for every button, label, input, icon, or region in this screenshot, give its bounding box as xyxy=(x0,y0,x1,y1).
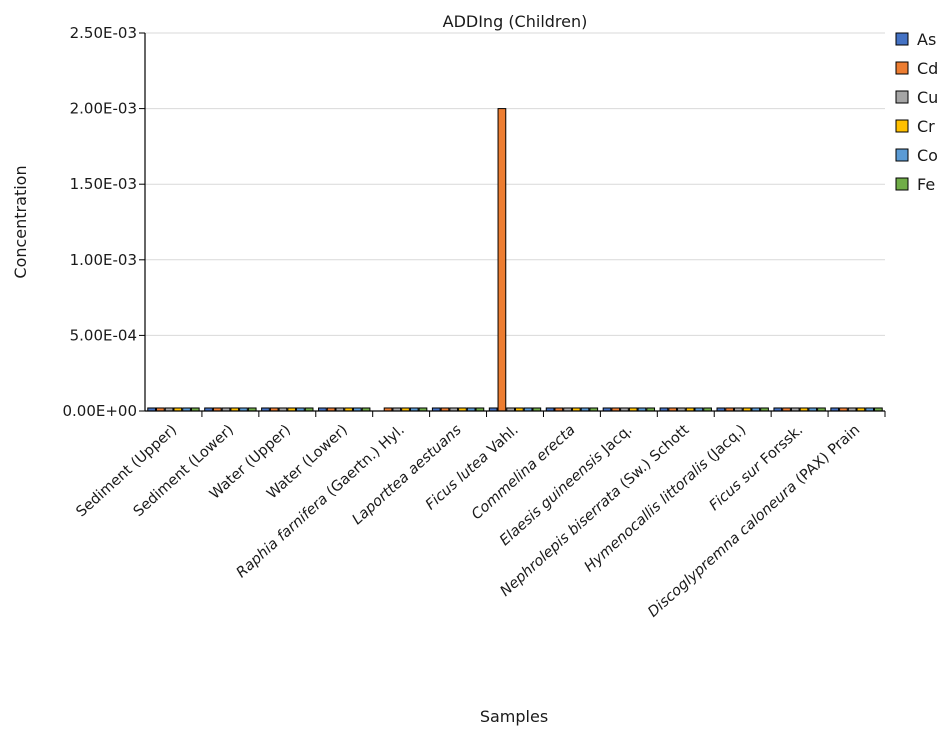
y-tick-label: 5.00E-04 xyxy=(70,326,137,344)
legend-label-cr: Cr xyxy=(917,117,935,136)
legend-label-co: Co xyxy=(917,146,938,165)
axes xyxy=(144,33,886,417)
legend-swatch-cu xyxy=(895,90,909,104)
legend-label-cd: Cd xyxy=(917,59,938,78)
y-tick-label: 2.00E-03 xyxy=(70,100,137,118)
legend: As Cd Cu Cr Co Fe xyxy=(895,30,938,194)
y-tick-label: 0.00E+00 xyxy=(62,402,137,420)
x-axis-title: Samples xyxy=(480,707,548,726)
y-tick-label: 2.50E-03 xyxy=(70,24,137,42)
legend-swatch-as xyxy=(895,32,909,46)
bar-cd-6 xyxy=(497,108,507,412)
legend-swatch-cr xyxy=(895,119,909,133)
y-tick-labels: 0.00E+00 5.00E-04 1.00E-03 1.50E-03 2.00E-03… xyxy=(62,24,137,420)
gridlines xyxy=(139,32,885,412)
legend-swatch-co xyxy=(895,148,909,162)
y-tick-label: 1.50E-03 xyxy=(70,175,137,193)
legend-swatch-cd xyxy=(895,61,909,75)
legend-swatch-fe xyxy=(895,177,909,191)
chart-title: ADDIng (Children) xyxy=(443,12,588,31)
legend-label-as: As xyxy=(917,30,936,49)
y-tick-label: 1.00E-03 xyxy=(70,251,137,269)
legend-label-cu: Cu xyxy=(917,88,938,107)
y-axis-title: Concentration xyxy=(11,165,30,278)
legend-label-fe: Fe xyxy=(917,175,935,194)
